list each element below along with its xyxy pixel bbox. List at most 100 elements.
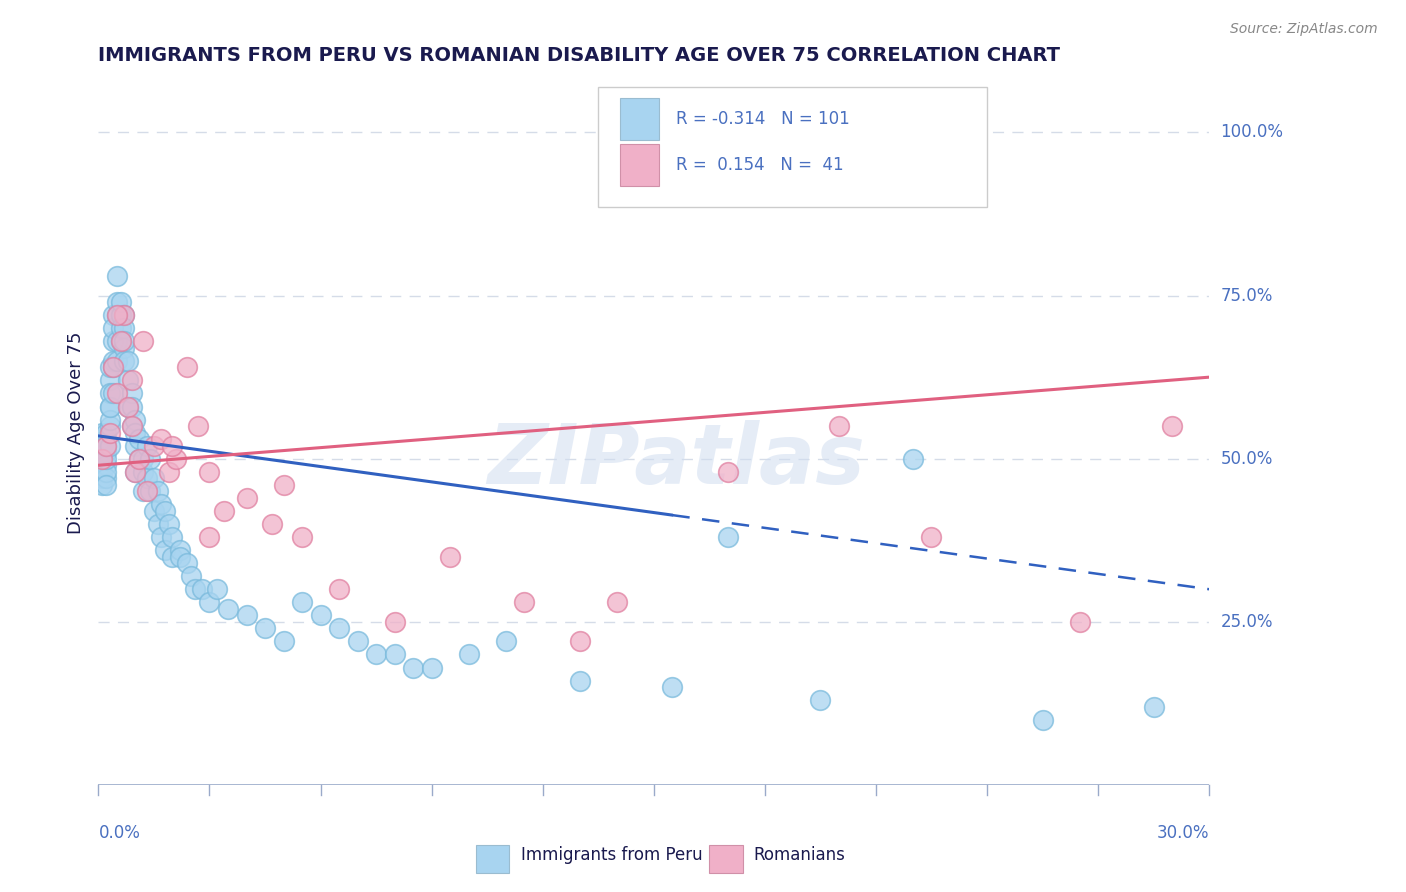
Point (105, 295, 128, 310)
Point (146, 516, 169, 531)
Point (94, 451, 117, 466)
Point (135, 484, 157, 499)
Point (309, 608, 332, 623)
FancyBboxPatch shape (620, 144, 659, 186)
Point (98, 386, 121, 401)
Point (198, 465, 221, 479)
Point (94, 439, 117, 453)
Point (169, 549, 191, 564)
Point (183, 582, 205, 597)
Point (110, 308, 132, 322)
Point (91, 451, 114, 466)
Point (98, 412, 121, 426)
Point (157, 516, 180, 531)
Point (495, 634, 517, 648)
Point (121, 373, 143, 387)
Point (439, 549, 461, 564)
Y-axis label: Disability Age Over 75: Disability Age Over 75 (66, 331, 84, 534)
Point (513, 595, 536, 609)
Point (606, 595, 628, 609)
Point (91, 451, 114, 466)
Point (94, 432, 117, 446)
Point (112, 308, 135, 322)
Point (661, 680, 683, 694)
Text: 0.0%: 0.0% (98, 824, 141, 842)
Point (91, 478, 114, 492)
Point (94, 465, 117, 479)
Point (132, 334, 155, 349)
Point (253, 621, 276, 635)
Point (1069, 615, 1091, 629)
Point (328, 621, 350, 635)
Point (384, 615, 406, 629)
Point (135, 471, 157, 485)
Point (103, 321, 125, 335)
Point (94, 445, 117, 459)
Point (717, 465, 740, 479)
Point (169, 543, 191, 558)
Text: Source: ZipAtlas.com: Source: ZipAtlas.com (1230, 22, 1378, 37)
Text: ZIPatlas: ZIPatlas (486, 420, 865, 501)
Point (205, 582, 228, 597)
Point (402, 660, 425, 674)
Point (157, 465, 180, 479)
Point (176, 556, 198, 570)
Point (112, 308, 135, 322)
Point (121, 400, 143, 414)
Point (901, 178, 924, 192)
Point (921, 530, 943, 544)
Point (139, 451, 162, 466)
FancyBboxPatch shape (477, 845, 509, 873)
Text: 50.0%: 50.0% (1220, 450, 1272, 467)
Point (117, 400, 139, 414)
Point (153, 543, 176, 558)
Text: Immigrants from Peru: Immigrants from Peru (520, 847, 702, 864)
Point (124, 465, 146, 479)
Point (91, 451, 114, 466)
Text: IMMIGRANTS FROM PERU VS ROMANIAN DISABILITY AGE OVER 75 CORRELATION CHART: IMMIGRANTS FROM PERU VS ROMANIAN DISABIL… (98, 45, 1060, 65)
Point (420, 660, 443, 674)
Point (94, 439, 117, 453)
Point (1032, 713, 1054, 727)
Point (103, 360, 125, 375)
Point (103, 308, 125, 322)
Point (139, 484, 162, 499)
Point (91, 471, 114, 485)
Point (568, 673, 591, 688)
Point (828, 419, 851, 434)
Point (568, 634, 591, 648)
Point (162, 530, 184, 544)
Point (150, 497, 173, 511)
FancyBboxPatch shape (620, 98, 659, 140)
Point (98, 360, 121, 375)
Point (150, 432, 173, 446)
Point (128, 451, 150, 466)
Point (91, 465, 114, 479)
Point (110, 334, 132, 349)
Point (91, 439, 114, 453)
Point (112, 321, 135, 335)
Point (110, 295, 132, 310)
Point (94, 425, 117, 440)
Point (132, 484, 155, 499)
Point (132, 465, 155, 479)
Point (110, 334, 132, 349)
Point (180, 569, 202, 583)
Point (98, 419, 121, 434)
Point (235, 608, 257, 623)
Text: 30.0%: 30.0% (1157, 824, 1209, 842)
Text: R = -0.314   N = 101: R = -0.314 N = 101 (676, 110, 849, 128)
Point (105, 386, 128, 401)
Point (105, 308, 128, 322)
Point (198, 530, 221, 544)
Point (91, 458, 114, 473)
Point (346, 634, 368, 648)
Point (94, 458, 117, 473)
Point (291, 530, 314, 544)
Point (217, 602, 239, 616)
Point (124, 465, 146, 479)
Text: R =  0.154   N =  41: R = 0.154 N = 41 (676, 156, 844, 174)
Point (94, 478, 117, 492)
Point (124, 439, 146, 453)
Point (162, 439, 184, 453)
